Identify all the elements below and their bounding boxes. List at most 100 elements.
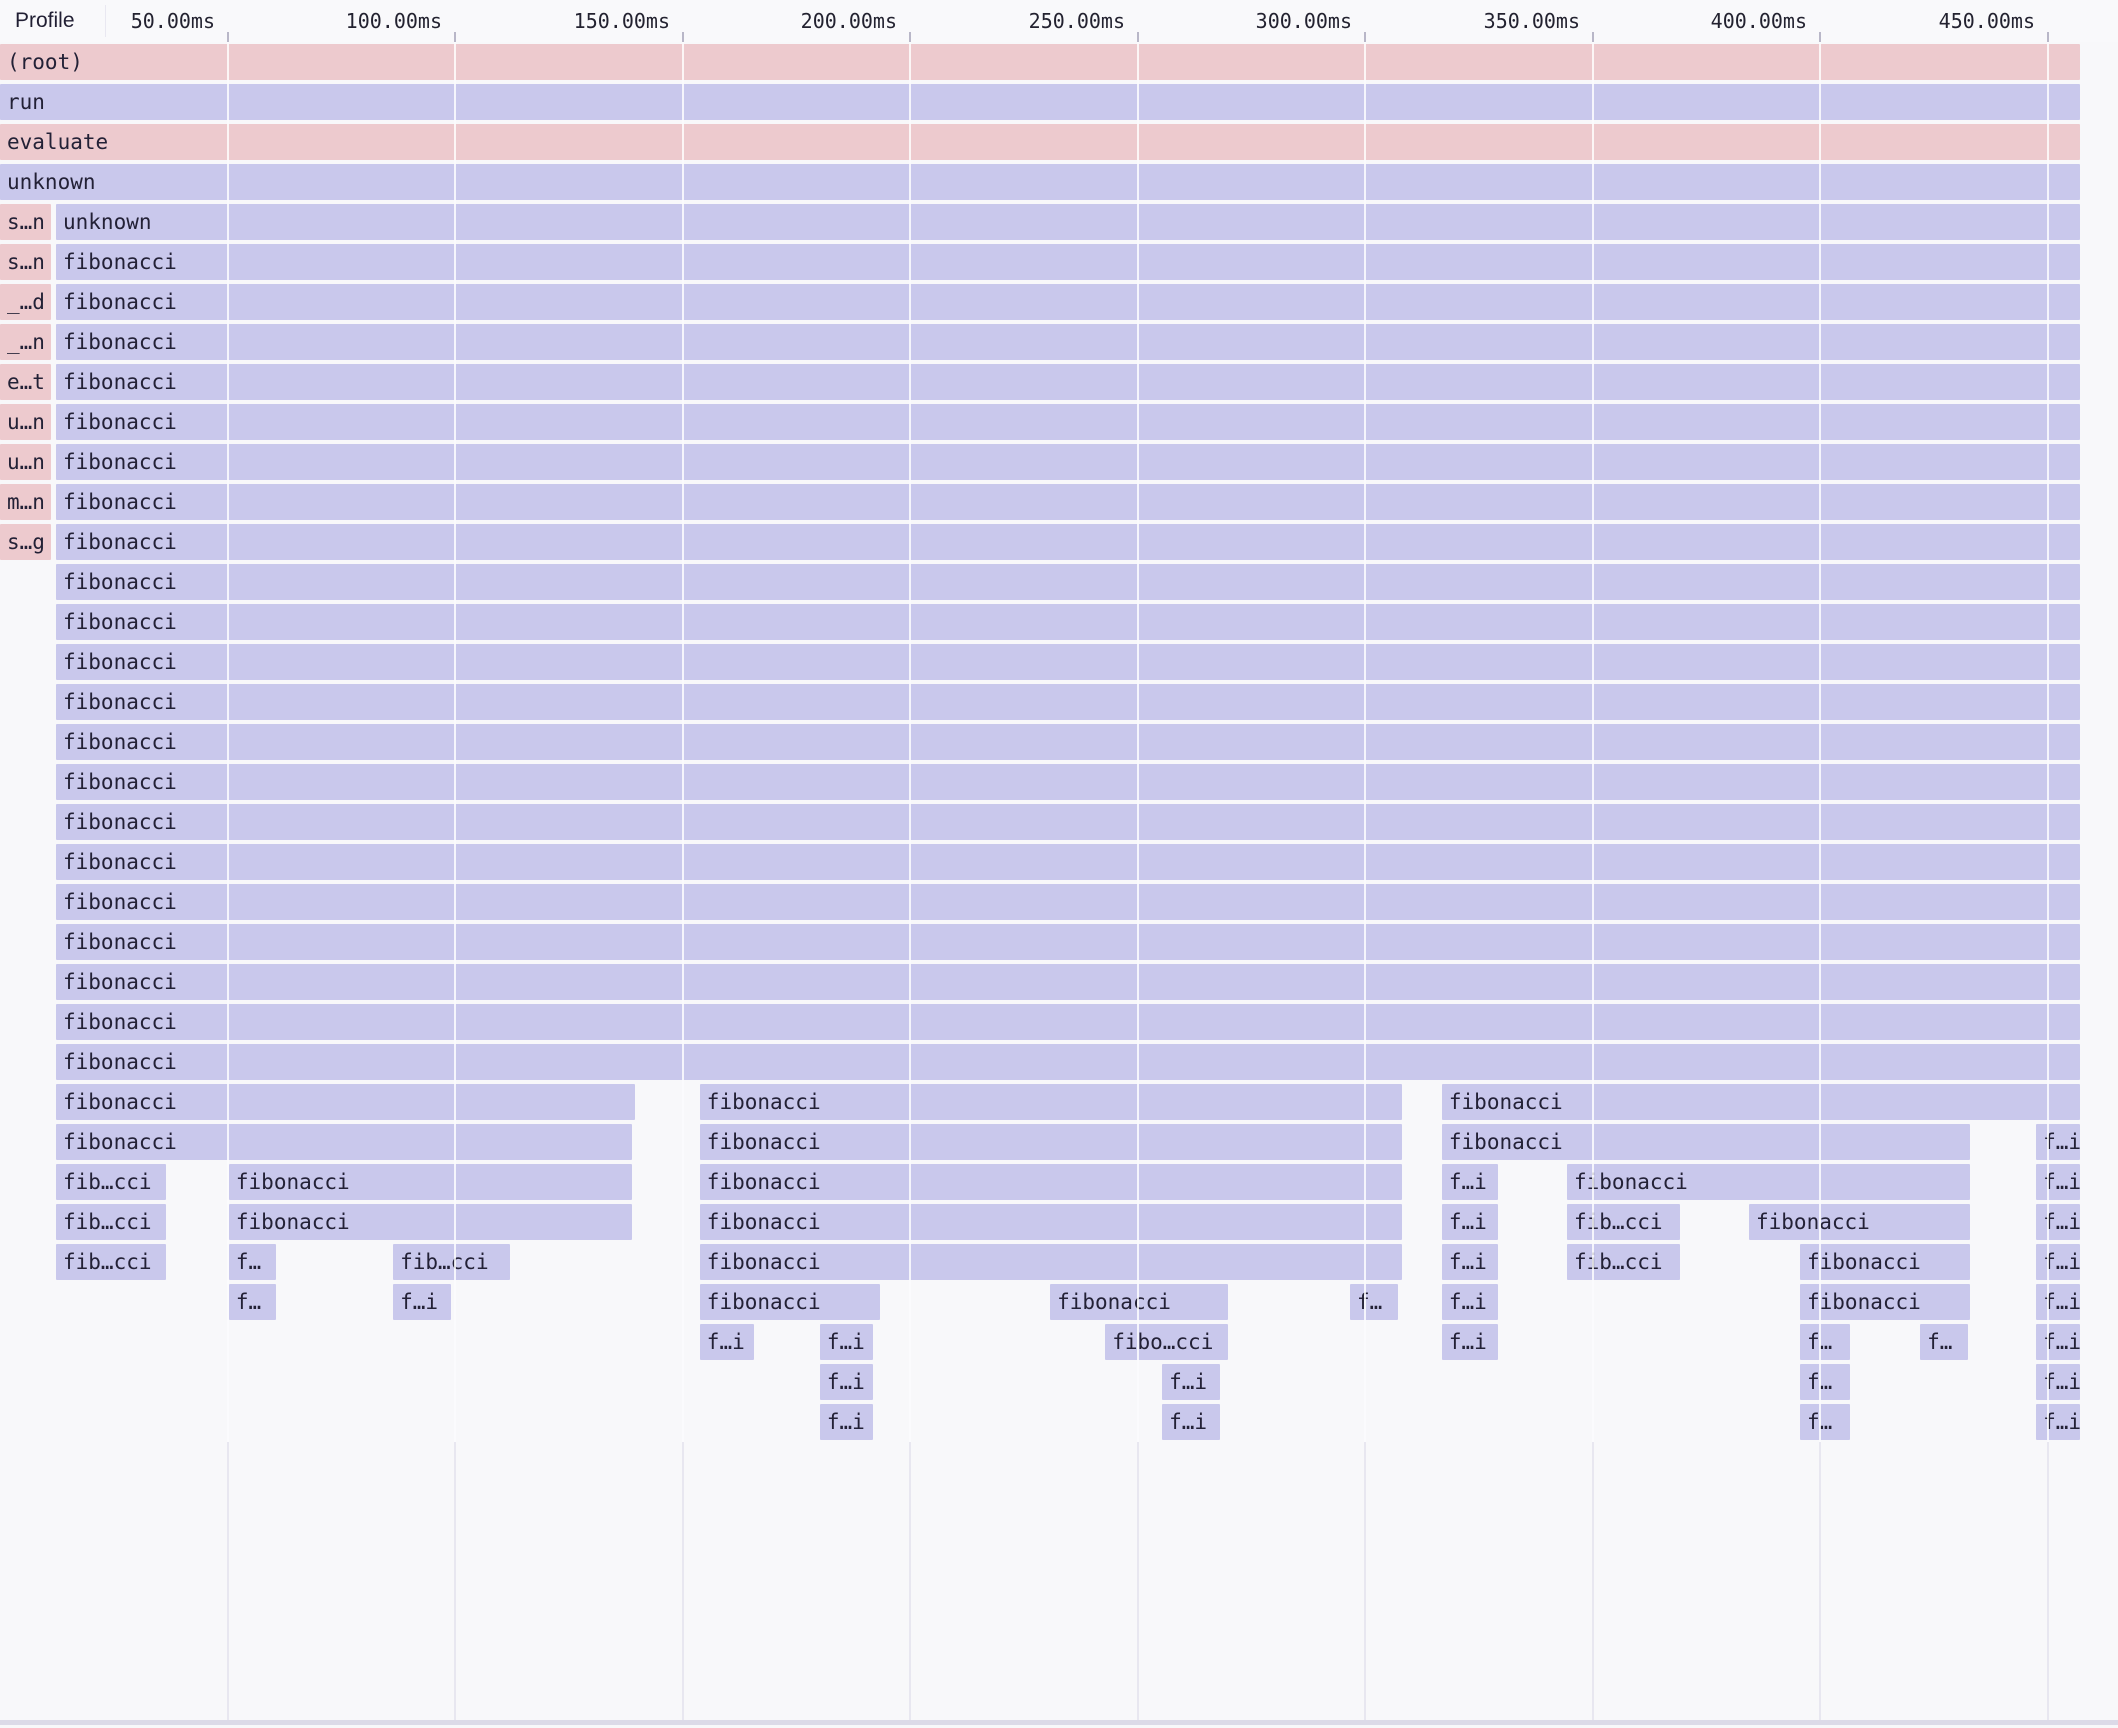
flame-frame[interactable]: f…i <box>1441 1164 1499 1200</box>
flame-frame[interactable]: f…i <box>2036 1244 2081 1280</box>
flame-frame[interactable]: fibonacci <box>1050 1284 1228 1320</box>
flame-frame[interactable]: fibonacci <box>1800 1244 1970 1280</box>
flame-frame[interactable]: fibonacci <box>699 1244 1403 1280</box>
flame-frame[interactable]: fibonacci <box>56 284 2081 320</box>
flame-frame[interactable]: fibonacci <box>56 724 2081 760</box>
flame-frame[interactable]: fib…cci <box>56 1204 166 1240</box>
flame-frame[interactable]: fibonacci <box>56 444 2081 480</box>
ruler-tick-mark <box>1819 32 1821 42</box>
flame-frame[interactable]: s…n <box>0 244 51 280</box>
flame-frame[interactable]: (root) <box>0 44 2081 80</box>
flame-frame[interactable]: f… <box>1800 1364 1850 1400</box>
flame-frame[interactable]: evaluate <box>0 124 2081 160</box>
flame-frame[interactable]: fibonacci <box>1749 1204 1970 1240</box>
flame-frame[interactable]: fibonacci <box>699 1284 880 1320</box>
flame-frame[interactable]: fibonacci <box>56 804 2081 840</box>
flame-frame[interactable]: f…i <box>1162 1404 1221 1440</box>
flame-frame[interactable]: _…n <box>0 324 51 360</box>
flame-frame[interactable]: fibonacci <box>228 1204 632 1240</box>
flame-frame[interactable]: fibonacci <box>699 1204 1403 1240</box>
flame-frame[interactable]: fibonacci <box>56 484 2081 520</box>
ruler-tick-label: 250.00ms <box>1028 9 1125 33</box>
flame-frame[interactable]: fib…cci <box>56 1244 166 1280</box>
flame-frame[interactable]: fibonacci <box>56 564 2081 600</box>
flame-frame[interactable]: fibonacci <box>56 1084 635 1120</box>
flame-frame[interactable]: f… <box>1350 1284 1398 1320</box>
flame-frame[interactable]: fibonacci <box>56 1124 632 1160</box>
flame-frame[interactable]: fibonacci <box>56 764 2081 800</box>
time-ruler: Profile 50.00ms 100.00ms 150.00ms 200.00ms 2… <box>0 0 2118 42</box>
flame-frame[interactable]: f… <box>1800 1324 1850 1360</box>
flame-frame[interactable]: fibonacci <box>56 524 2081 560</box>
flame-frame[interactable]: f…i <box>393 1284 452 1320</box>
ruler-tick-mark <box>1592 32 1594 42</box>
flame-frame[interactable]: f…i <box>2036 1364 2081 1400</box>
flame-frame[interactable]: f…i <box>2036 1124 2081 1160</box>
flame-frame[interactable]: u…n <box>0 404 51 440</box>
flame-frame[interactable]: s…g <box>0 524 51 560</box>
flame-frame[interactable]: fibonacci <box>56 1044 2081 1080</box>
ruler-tick-label: 450.00ms <box>1938 9 2035 33</box>
ruler-tick-label: 50.00ms <box>130 9 215 33</box>
flame-frame[interactable]: fibonacci <box>56 364 2081 400</box>
flame-frame[interactable]: fibonacci <box>56 844 2081 880</box>
ruler-tick-mark <box>682 32 684 42</box>
flame-frame[interactable]: fibonacci <box>1567 1164 1970 1200</box>
flame-frame[interactable]: unknown <box>56 204 2081 240</box>
flame-frame[interactable]: fib…cci <box>393 1244 510 1280</box>
flame-frame[interactable]: f…i <box>819 1404 873 1440</box>
ruler-tick-label: 400.00ms <box>1710 9 1807 33</box>
ruler-tick-label: 200.00ms <box>800 9 897 33</box>
flame-frame[interactable]: m…n <box>0 484 51 520</box>
flame-frame[interactable]: fibonacci <box>1441 1084 2081 1120</box>
flame-frame[interactable]: fibonacci <box>56 244 2081 280</box>
ruler-tick-mark <box>227 32 229 42</box>
flame-frame[interactable]: fibonacci <box>56 644 2081 680</box>
flame-frame[interactable]: _…d <box>0 284 51 320</box>
flame-frame[interactable]: u…n <box>0 444 51 480</box>
flame-frame[interactable]: f… <box>228 1244 276 1280</box>
flame-frame[interactable]: fibonacci <box>699 1084 1403 1120</box>
flame-frame[interactable]: f…i <box>2036 1164 2081 1200</box>
flame-frame[interactable]: fibonacci <box>1441 1124 1970 1160</box>
flame-frame[interactable]: fibonacci <box>56 884 2081 920</box>
flame-frame[interactable]: s…n <box>0 204 51 240</box>
flame-frame[interactable]: run <box>0 84 2081 120</box>
flame-frame[interactable]: fibonacci <box>56 324 2081 360</box>
flame-frame[interactable]: fibonacci <box>56 684 2081 720</box>
flame-frame[interactable]: f…i <box>2036 1404 2081 1440</box>
flame-frame[interactable]: f…i <box>2036 1284 2081 1320</box>
flame-frame[interactable]: f… <box>1920 1324 1969 1360</box>
flame-frame[interactable]: f…i <box>1441 1244 1499 1280</box>
flame-frame[interactable]: f…i <box>2036 1204 2081 1240</box>
flame-frame[interactable]: f…i <box>819 1324 873 1360</box>
flame-frame[interactable]: f…i <box>1441 1204 1499 1240</box>
flame-frame[interactable]: fib…cci <box>1567 1204 1681 1240</box>
flame-frame[interactable]: fibo…cci <box>1105 1324 1228 1360</box>
flame-frame[interactable]: fibonacci <box>699 1124 1403 1160</box>
flame-frame[interactable]: f…i <box>819 1364 873 1400</box>
flame-frame[interactable]: fibonacci <box>1800 1284 1970 1320</box>
flame-frame[interactable]: fibonacci <box>56 964 2081 1000</box>
profile-tab-label[interactable]: Profile <box>15 9 75 32</box>
flame-frame[interactable]: fib…cci <box>56 1164 166 1200</box>
flame-frame[interactable]: e…t <box>0 364 51 400</box>
flame-frame[interactable]: fibonacci <box>56 404 2081 440</box>
flame-frame[interactable]: f…i <box>1162 1364 1221 1400</box>
flame-frame[interactable]: fibonacci <box>56 1004 2081 1040</box>
bottom-panel-border <box>0 1720 2118 1725</box>
flame-frame[interactable]: f…i <box>1441 1284 1499 1320</box>
flame-frame[interactable]: fibonacci <box>56 924 2081 960</box>
flame-frame[interactable]: f…i <box>2036 1324 2081 1360</box>
flame-frame[interactable]: fib…cci <box>1567 1244 1681 1280</box>
flame-frame[interactable]: f… <box>1800 1404 1850 1440</box>
flame-frame[interactable]: fibonacci <box>228 1164 632 1200</box>
flame-frame[interactable]: fibonacci <box>56 604 2081 640</box>
ruler-tick-mark <box>1137 32 1139 42</box>
flame-frame[interactable]: f…i <box>699 1324 755 1360</box>
flame-frame[interactable]: fibonacci <box>699 1164 1403 1200</box>
flame-frame[interactable]: unknown <box>0 164 2081 200</box>
flame-frame[interactable]: f… <box>228 1284 276 1320</box>
ruler-tick-label: 100.00ms <box>345 9 442 33</box>
flame-frame[interactable]: f…i <box>1441 1324 1499 1360</box>
